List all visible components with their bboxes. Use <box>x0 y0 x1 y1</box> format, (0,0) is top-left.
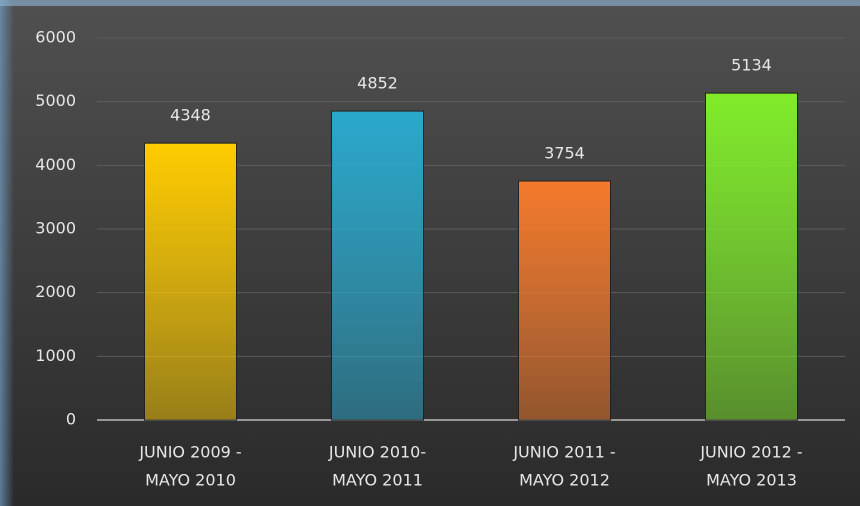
y-tick-label: 1000 <box>35 346 76 365</box>
y-tick-label: 0 <box>66 410 76 429</box>
x-tick-label: JUNIO 2011 - <box>512 443 615 462</box>
y-tick-label: 4000 <box>35 155 76 174</box>
x-tick-label: JUNIO 2009 - <box>138 443 241 462</box>
value-label: 4852 <box>357 74 398 93</box>
y-tick-label: 3000 <box>35 219 76 238</box>
bar <box>705 92 798 421</box>
value-label: 5134 <box>731 56 772 75</box>
x-tick-label: MAYO 2013 <box>706 471 797 490</box>
x-tick-label: JUNIO 2012 - <box>699 443 802 462</box>
x-tick-label: MAYO 2012 <box>519 471 610 490</box>
value-label: 3754 <box>544 143 585 162</box>
bar <box>518 180 611 421</box>
x-tick-label: MAYO 2010 <box>145 471 236 490</box>
bar <box>144 142 237 421</box>
y-tick-label: 2000 <box>35 282 76 301</box>
bar <box>331 110 424 421</box>
background-edge <box>0 0 860 6</box>
y-tick-label: 5000 <box>35 91 76 110</box>
background-edge <box>0 0 14 506</box>
value-label: 4348 <box>170 106 211 125</box>
x-tick-label: JUNIO 2010- <box>328 443 426 462</box>
y-tick-label: 6000 <box>35 28 76 47</box>
x-tick-label: MAYO 2011 <box>332 471 423 490</box>
